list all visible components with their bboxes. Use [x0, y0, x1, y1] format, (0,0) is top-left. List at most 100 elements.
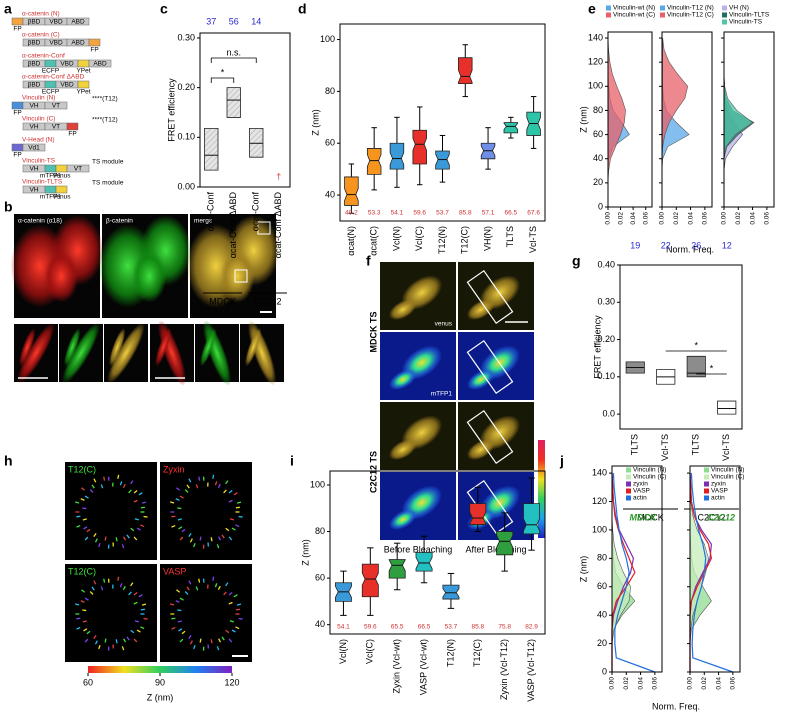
channel-label: β-catenin	[106, 218, 133, 225]
legend-label: Vinculin-T12 (C)	[667, 12, 714, 19]
adhesion-signal	[177, 507, 182, 510]
domain-label: Vd1	[28, 145, 40, 152]
adhesion-signal	[130, 527, 135, 532]
adhesion-signal	[121, 646, 125, 651]
adhesion-signal	[84, 536, 89, 541]
adhesion-signal	[119, 481, 123, 486]
y-tick-label: 20	[597, 638, 607, 648]
adhesion-signal	[217, 483, 221, 489]
adhesion-signal	[235, 608, 240, 611]
count-label: 14	[251, 16, 261, 26]
adhesion-signal	[184, 591, 189, 595]
box	[496, 531, 514, 556]
plot-frame	[607, 31, 653, 208]
median-label: 82.9	[525, 624, 538, 631]
x-tick-label: 0.02	[673, 212, 680, 225]
legend-swatch	[660, 5, 665, 11]
group-label: C2C12	[697, 512, 725, 522]
adhesion-signal	[98, 644, 101, 650]
domain-label: VBD	[49, 40, 63, 47]
x-tick-label: αcat(N)	[346, 226, 356, 256]
construct-name: α-catenin (C)	[22, 32, 60, 39]
x-tick-label: Vcl-TS	[660, 434, 670, 461]
adhesion-signal	[233, 594, 238, 598]
adhesion-signal	[80, 498, 85, 501]
micrograph	[160, 564, 252, 662]
legend-label: Vinculin (C)	[633, 474, 666, 481]
construct-domain	[55, 164, 68, 173]
domain-label: ABD	[93, 61, 107, 68]
colorbar-tick-label: 60	[83, 677, 93, 687]
adhesion-signal	[210, 639, 213, 644]
construct-domain	[88, 59, 112, 68]
adhesion-signal	[193, 542, 196, 548]
y-axis-label: Z (nm)	[310, 109, 320, 136]
construct-domain	[88, 38, 101, 47]
legend-swatch	[722, 19, 727, 25]
adhesion-signal	[212, 474, 215, 479]
adhesion-signal	[228, 601, 233, 605]
adhesion-signal	[177, 518, 182, 521]
adhesion-signal	[189, 538, 193, 543]
adhesion-signal	[117, 576, 120, 581]
adhesion-signal	[76, 617, 81, 620]
adhesion-signal	[228, 638, 233, 643]
box	[388, 559, 406, 579]
y-tick-label: 0.40	[597, 259, 615, 269]
image-signal	[467, 369, 495, 390]
adhesion-signal	[175, 600, 180, 603]
adhesion-signal	[212, 576, 215, 581]
adhesion-signal	[115, 639, 118, 644]
plot-frame	[661, 31, 713, 208]
domain-label: VBD	[60, 61, 74, 68]
x-tick-label: Zyxin (Vcl-wt)	[392, 639, 402, 694]
image-signal	[389, 299, 417, 320]
count-label: 12	[722, 240, 732, 250]
legend-label: Vinculin-wt (N)	[613, 5, 655, 12]
box	[226, 87, 241, 118]
panel-letter: b	[4, 199, 13, 215]
adhesion-signal	[100, 484, 104, 489]
x-tick-label: Vcl(C)	[414, 226, 424, 251]
adhesion-signal	[177, 620, 182, 623]
adhesion-signal	[130, 582, 134, 587]
column-label: Before Bleaching	[384, 544, 453, 554]
adhesion-signal	[83, 628, 88, 632]
adhesion-signal	[130, 480, 134, 485]
panel-letter: g	[572, 253, 581, 269]
tag-label: ECFP	[42, 89, 59, 96]
y-tick-label: 40	[315, 619, 325, 629]
box	[412, 129, 427, 165]
x-tick-label: Vcl-TS	[721, 434, 731, 461]
y-tick-label: 140	[588, 32, 603, 42]
y-tick-label: 60	[325, 138, 335, 148]
x-tick-label: Vcl(C)	[365, 639, 375, 664]
adhesion-signal	[221, 636, 225, 641]
y-tick-label: 120	[592, 496, 607, 506]
adhesion-signal	[89, 591, 94, 595]
colorbar-tick-label: 120	[224, 677, 239, 687]
adhesion-signal	[236, 603, 242, 606]
x-tick-label: Vcl-TS	[528, 226, 538, 253]
adhesion-signal	[189, 640, 193, 645]
construct-domain	[66, 17, 90, 26]
legend-label: VASP	[711, 488, 728, 495]
adhesion-signal	[181, 630, 186, 635]
image-signal	[109, 328, 126, 367]
adhesion-signal	[93, 478, 97, 483]
group-label: MDCK	[637, 512, 664, 522]
box	[204, 127, 219, 171]
construct-note: ****(T12)	[92, 96, 118, 103]
image-signal	[200, 328, 217, 367]
adhesion-signal	[123, 638, 127, 643]
adhesion-signal	[178, 628, 183, 632]
image-signal	[467, 439, 495, 460]
count-label: 37	[206, 16, 216, 26]
plot-frame	[723, 31, 775, 208]
x-tick-label: T12(C)	[472, 639, 482, 667]
adhesion-signal	[171, 515, 176, 518]
adhesion-signal	[121, 544, 125, 549]
domain-label: VT	[52, 124, 60, 131]
construct-domain	[77, 80, 90, 89]
adhesion-signal	[218, 638, 222, 643]
